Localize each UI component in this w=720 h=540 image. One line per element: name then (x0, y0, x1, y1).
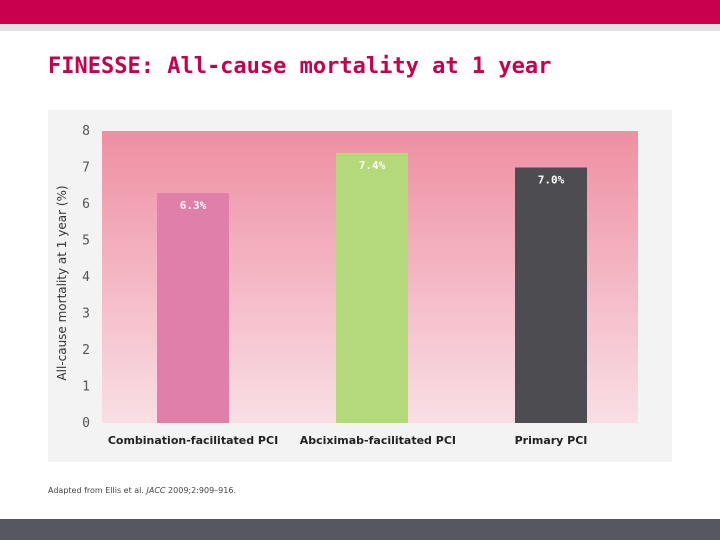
y-tick-label: 4 (82, 270, 90, 285)
y-tick-label: 8 (82, 124, 90, 139)
y-tick-label: 2 (82, 343, 90, 358)
y-tick-label: 3 (82, 307, 90, 322)
y-tick-label: 6 (82, 197, 90, 212)
bar-2 (336, 152, 408, 423)
data-label: 6.3% (180, 199, 207, 212)
source-journal: JACC (146, 486, 166, 495)
header-divider (0, 24, 720, 31)
header-bar (0, 0, 720, 24)
source-prefix: Adapted from Ellis et al. (48, 486, 147, 495)
y-tick-label: 5 (82, 234, 90, 249)
bar-3 (515, 167, 587, 423)
category-label: Abciximab-facilitated PCI (300, 434, 456, 447)
y-axis-label: All-cause mortality at 1 year (%) (55, 185, 69, 380)
source-suffix: 2009;2:909–916. (165, 486, 236, 495)
y-tick-label: 0 (82, 416, 90, 431)
y-tick-label: 7 (82, 161, 90, 176)
category-label: Combination-facilitated PCI (108, 434, 278, 447)
data-label: 7.0% (538, 174, 565, 187)
footer-bar (0, 519, 720, 540)
y-tick-label: 1 (82, 380, 90, 395)
source-citation: Adapted from Ellis et al. JACC 2009;2:90… (48, 486, 236, 495)
bar-1 (157, 193, 229, 423)
slide-title: FINESSE: All-cause mortality at 1 year (48, 54, 552, 79)
category-label: Primary PCI (515, 434, 588, 447)
data-label: 7.4% (359, 159, 386, 172)
